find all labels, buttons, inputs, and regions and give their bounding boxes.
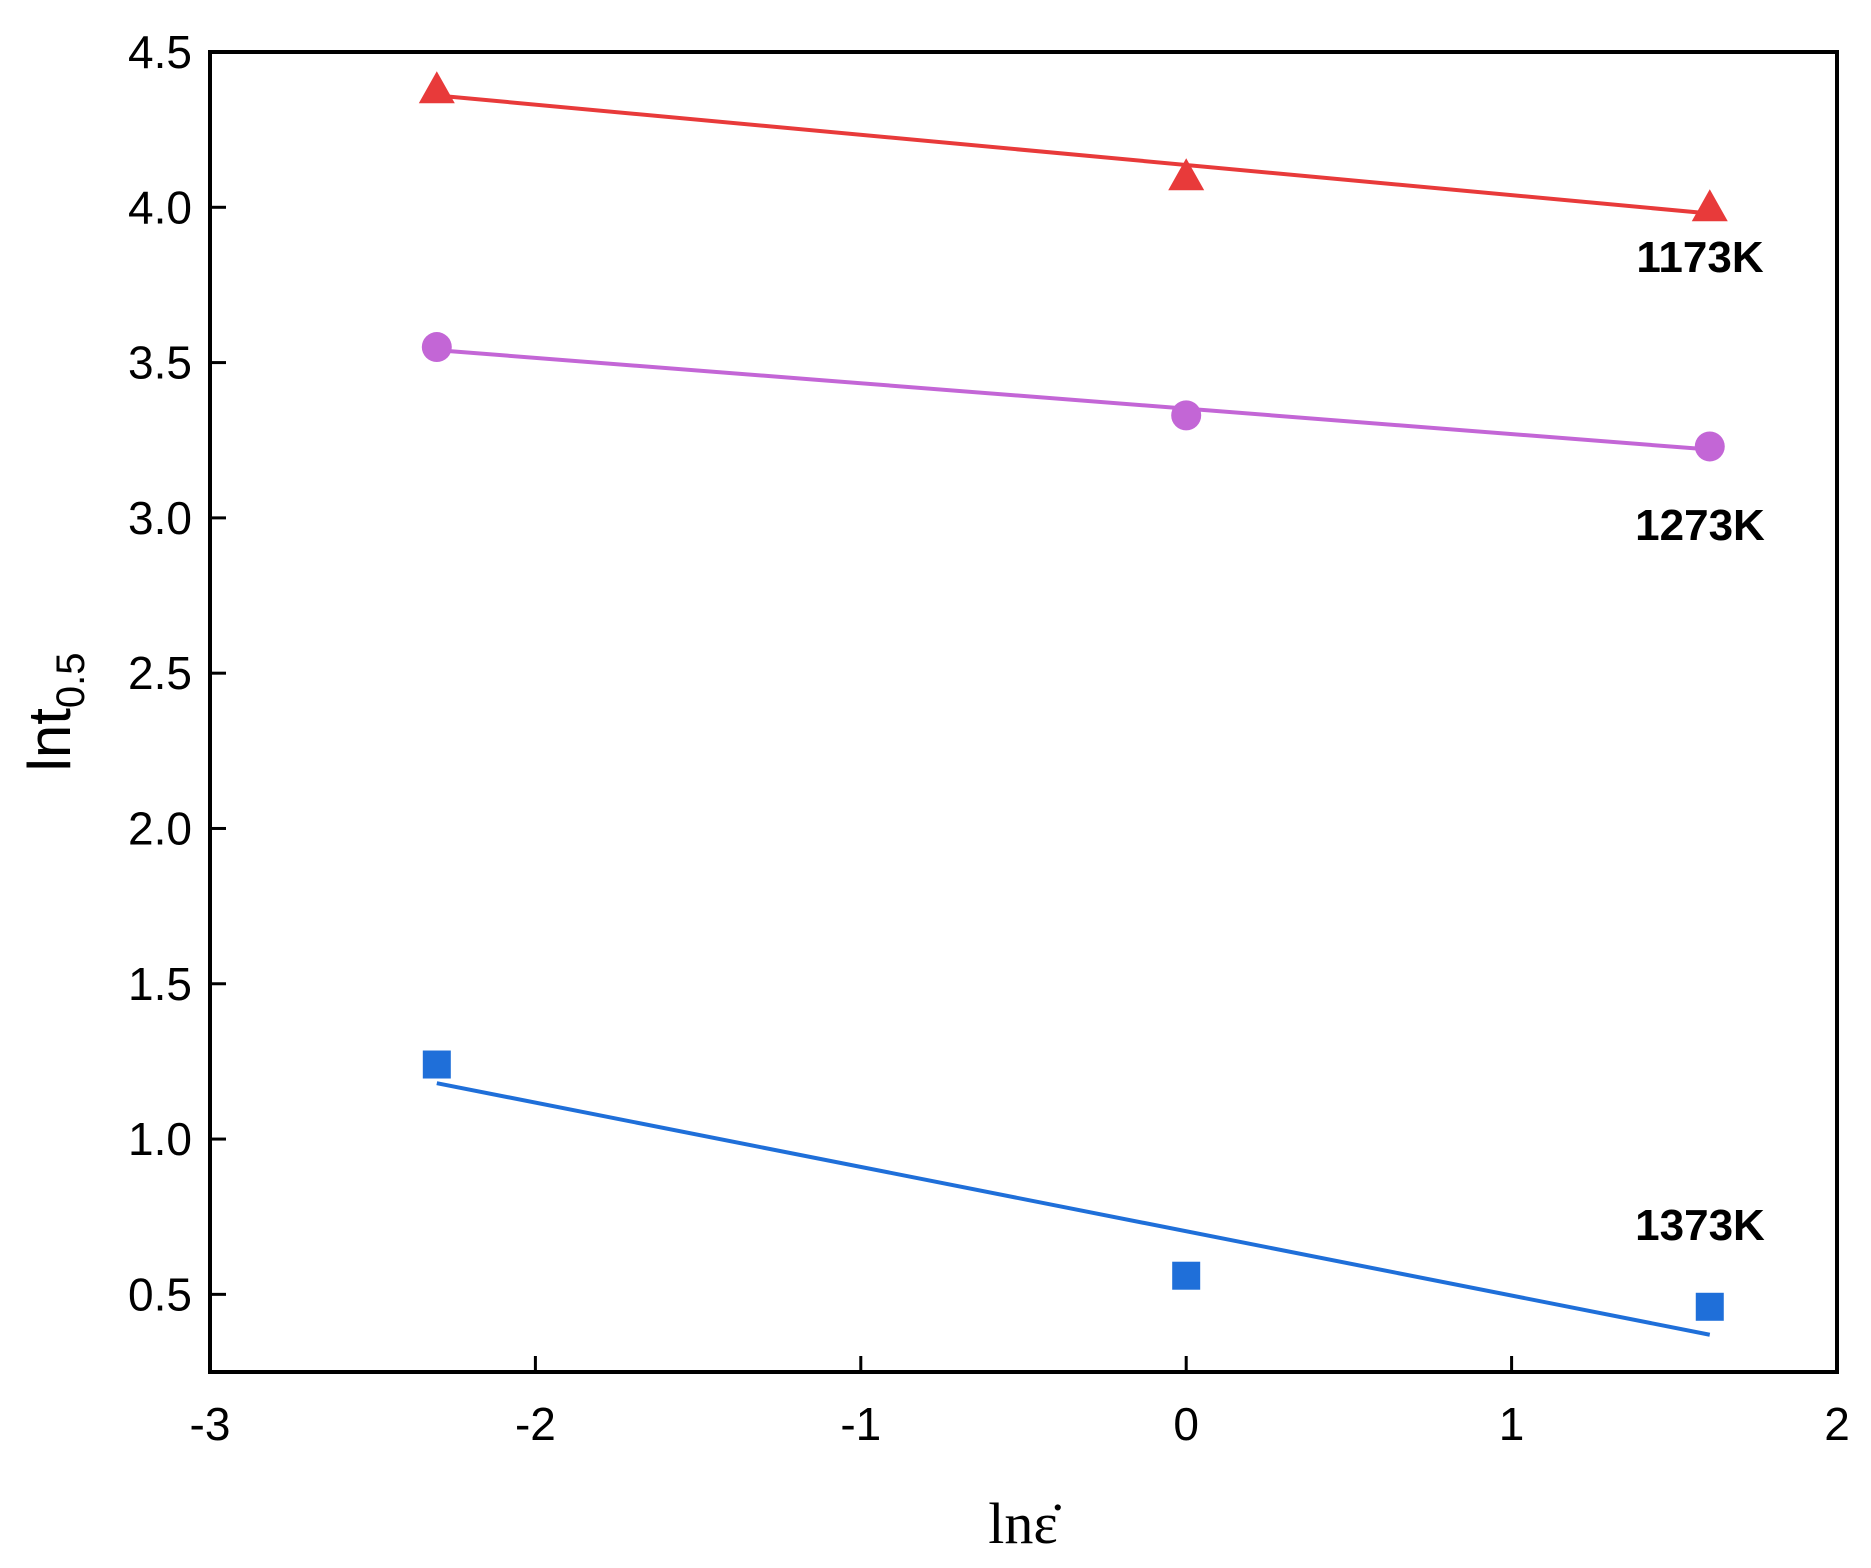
y-axis-title: lnt0.5: [16, 653, 93, 772]
data-point-1173K: [1168, 158, 1205, 191]
y-tick-label: 2.5: [128, 647, 192, 699]
data-point-1373K: [1695, 1292, 1724, 1321]
x-tick-label: 2: [1824, 1398, 1850, 1450]
fit-line-1173K: [436, 93, 1710, 216]
fit-line-1273K: [436, 348, 1710, 452]
y-tick-label: 1.5: [128, 958, 192, 1010]
plot-frame: [208, 50, 1839, 1374]
axis-ticks: -3 -2 -1 0 1 2 0.5 1.0 1.5 2.0 2.5 3.0 3.5 4.0 4.5: [128, 26, 1850, 1450]
x-tick-label: -2: [515, 1398, 556, 1450]
data-point-1373K: [1172, 1261, 1201, 1290]
data-point-1273K: [1171, 400, 1202, 431]
data-markers: [418, 71, 1728, 1321]
data-point-1273K: [1694, 431, 1725, 462]
data-point-1173K: [418, 71, 455, 104]
x-tick-label: 1: [1499, 1398, 1525, 1450]
y-tick-label: 3.0: [128, 492, 192, 544]
series-label: 1373K: [1635, 1201, 1765, 1250]
data-point-1273K: [421, 332, 452, 363]
x-tick-label: -3: [190, 1398, 231, 1450]
series-labels: 1173K 1273K 1373K: [1635, 233, 1765, 1250]
x-tick-label: -1: [840, 1398, 881, 1450]
series-label: 1173K: [1636, 233, 1763, 282]
y-tick-label: 0.5: [128, 1268, 192, 1320]
series-label: 1273K: [1635, 501, 1765, 550]
y-tick-label: 2.0: [128, 802, 192, 854]
data-point-1173K: [1691, 189, 1728, 222]
fit-lines: [436, 93, 1711, 1337]
data-point-1373K: [422, 1050, 451, 1079]
y-axis-title-sub: 0.5: [49, 653, 93, 709]
y-tick-label: 3.5: [128, 337, 192, 389]
y-tick-label: 4.0: [128, 181, 192, 233]
y-axis-title-main: lnt: [16, 708, 83, 772]
fit-line-1373K: [436, 1081, 1711, 1337]
y-tick-label: 4.5: [128, 26, 192, 78]
y-tick-label: 1.0: [128, 1113, 192, 1165]
x-tick-label: 0: [1173, 1398, 1199, 1450]
x-axis-title: lnε̇: [988, 1491, 1061, 1556]
